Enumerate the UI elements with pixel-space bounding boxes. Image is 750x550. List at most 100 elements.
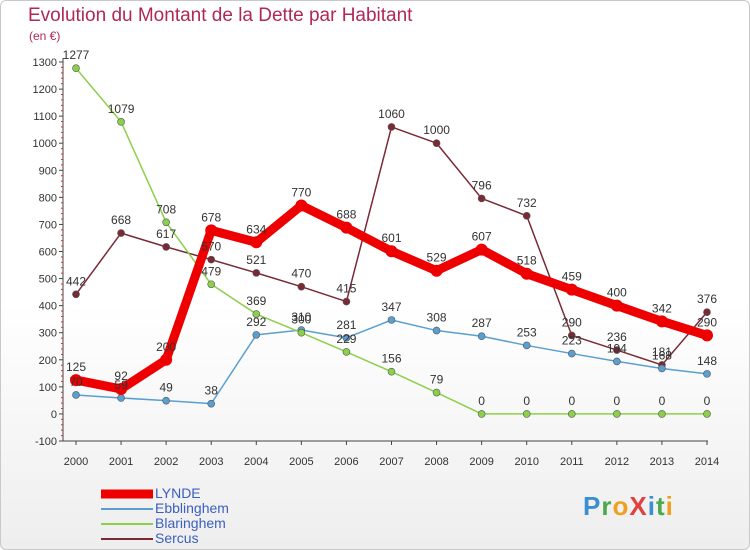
data-point — [432, 388, 441, 397]
data-label: 1079 — [108, 102, 135, 116]
data-label: 0 — [478, 394, 485, 408]
data-label: 521 — [246, 253, 266, 267]
x-tick-label: 2005 — [289, 456, 313, 468]
data-point — [387, 367, 396, 376]
data-point — [387, 123, 396, 131]
x-tick-label: 2012 — [605, 456, 629, 468]
data-point — [477, 194, 486, 203]
data-label: 253 — [517, 325, 537, 339]
data-point — [477, 410, 486, 418]
data-label: 125 — [66, 360, 86, 374]
data-point — [72, 290, 80, 299]
data-point — [477, 332, 486, 341]
data-point — [613, 357, 621, 366]
data-point — [72, 64, 80, 73]
data-point — [342, 348, 351, 356]
legend-swatch — [101, 537, 153, 540]
logo-letter: P — [583, 491, 602, 521]
data-label: 59 — [114, 378, 128, 392]
data-point — [252, 310, 261, 318]
data-label: 529 — [427, 251, 447, 265]
data-label: 148 — [697, 354, 717, 368]
data-label: 0 — [659, 394, 666, 408]
data-label: 459 — [562, 270, 582, 284]
data-label: 70 — [69, 375, 83, 389]
data-label: 732 — [517, 196, 537, 210]
y-tick-label: 700 — [39, 219, 57, 231]
data-label: 156 — [381, 352, 401, 366]
y-tick-label: 100 — [39, 382, 57, 394]
data-label: 1000 — [423, 123, 450, 137]
data-label: 308 — [427, 311, 447, 325]
data-label: 796 — [472, 178, 492, 192]
data-label: 634 — [246, 222, 266, 236]
data-label: 38 — [205, 384, 219, 398]
legend-label: Blaringhem — [155, 515, 226, 531]
data-label: 1060 — [378, 107, 405, 121]
y-tick-label: 300 — [39, 328, 57, 340]
data-point — [250, 236, 263, 249]
data-point — [207, 280, 216, 289]
legend-swatch — [101, 522, 153, 525]
x-tick-label: 2003 — [199, 456, 223, 468]
x-tick-label: 2000 — [64, 456, 88, 468]
y-tick-label: 1000 — [33, 138, 57, 150]
data-label: 194 — [607, 341, 627, 355]
data-point — [162, 218, 170, 227]
data-label: 287 — [472, 316, 492, 330]
data-point — [342, 334, 351, 342]
data-label: 369 — [246, 294, 266, 308]
logo-letter: X — [629, 491, 648, 521]
logo-letter: o — [612, 491, 630, 521]
data-label: 415 — [336, 282, 356, 296]
data-point — [567, 349, 576, 358]
x-tick-label: 2011 — [560, 456, 584, 468]
x-tick-label: 2001 — [109, 456, 133, 468]
data-point — [658, 410, 666, 418]
data-label: 181 — [652, 345, 672, 359]
x-tick-label: 2008 — [424, 456, 448, 468]
logo-letter: t — [655, 491, 666, 521]
x-tick-label: 2013 — [650, 456, 674, 468]
data-point — [703, 410, 711, 418]
data-label: 708 — [156, 202, 176, 216]
data-label: 570 — [201, 240, 221, 254]
data-point — [342, 297, 351, 306]
legend-swatch — [101, 489, 153, 498]
data-label: 688 — [336, 208, 356, 222]
data-point — [567, 331, 576, 340]
data-point — [117, 394, 125, 402]
legend-label: Ebblinghem — [155, 500, 229, 516]
data-label: 281 — [336, 318, 356, 332]
x-tick-label: 2009 — [469, 456, 493, 468]
data-point — [567, 410, 576, 418]
data-point — [207, 255, 216, 264]
data-label: 470 — [291, 267, 311, 281]
data-point — [658, 364, 666, 373]
data-label: 168 — [652, 348, 672, 362]
data-label: 668 — [111, 213, 131, 227]
legend-label: LYNDE — [155, 485, 201, 501]
chart-title: Evolution du Montant de la Dette par Hab… — [28, 5, 413, 26]
y-tick-label: -100 — [35, 436, 57, 448]
y-tick-label: 600 — [39, 247, 57, 259]
unit-label: (en €) — [29, 29, 61, 43]
x-tick-label: 2014 — [695, 456, 719, 468]
logo-letter: i — [665, 491, 674, 521]
data-label: 770 — [291, 185, 311, 199]
data-label: 342 — [652, 301, 672, 315]
data-label: 290 — [697, 315, 717, 329]
data-label: 1277 — [63, 48, 90, 62]
data-label: 79 — [430, 373, 444, 387]
data-point — [385, 245, 398, 258]
data-label: 376 — [697, 292, 717, 306]
data-point — [295, 199, 308, 212]
data-point — [703, 308, 711, 316]
y-tick-label: 500 — [39, 274, 57, 286]
data-point — [252, 269, 261, 277]
data-label: 0 — [704, 394, 711, 408]
data-label: 236 — [607, 330, 627, 344]
y-tick-label: 200 — [39, 355, 57, 367]
y-tick-label: 400 — [39, 301, 57, 313]
